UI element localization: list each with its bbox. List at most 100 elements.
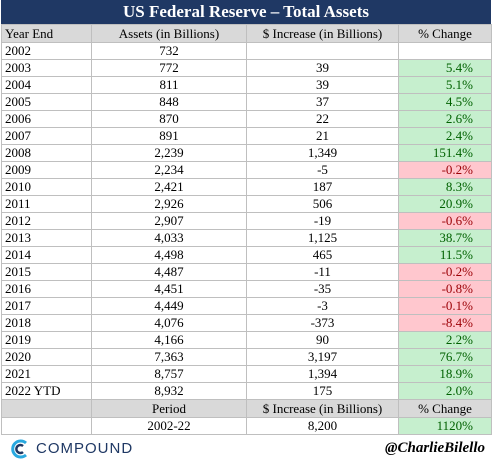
summary-cell: 2002-22 [91,417,247,435]
year-cell: 2014 [1,246,92,264]
table-row: 2019 4,166 90 2.2% [1,331,492,349]
increase-cell: 90 [246,331,399,349]
assets-cell: 732 [91,42,247,60]
increase-cell: -3 [246,297,399,315]
change-cell: 5.1% [398,76,492,94]
year-cell: 2020 [1,348,92,366]
header-cell: Year End [1,24,92,43]
table-row: 2013 4,033 1,125 38.7% [1,229,492,247]
change-cell: 5.4% [398,59,492,77]
increase-cell [246,42,399,60]
table-row: 2020 7,363 3,197 76.7% [1,348,492,366]
year-cell: 2003 [1,59,92,77]
change-cell: -0.1% [398,297,492,315]
year-cell: 2018 [1,314,92,332]
year-cell: 2005 [1,93,92,111]
change-cell: -0.6% [398,212,492,230]
year-cell: 2004 [1,76,92,94]
summary-header-cell: Period [91,399,247,418]
increase-cell: 187 [246,178,399,196]
logo-icon [11,439,27,458]
table-row: 2016 4,451 -35 -0.8% [1,280,492,298]
change-cell: 76.7% [398,348,492,366]
header-cell: Assets (in Billions) [91,24,247,43]
summary-cell: 1120% [398,417,492,435]
assets-cell: 2,907 [91,212,247,230]
assets-cell: 870 [91,110,247,128]
title: US Federal Reserve – Total Assets [1,0,491,24]
assets-cell: 811 [91,76,247,94]
table-row: 2015 4,487 -11 -0.2% [1,263,492,281]
assets-cell: 4,451 [91,280,247,298]
year-cell: 2006 [1,110,92,128]
increase-cell: 175 [246,382,399,400]
table-row: 2022 YTD 8,932 175 2.0% [1,382,492,400]
assets-cell: 4,487 [91,263,247,281]
table-row: 2011 2,926 506 20.9% [1,195,492,213]
increase-cell: 465 [246,246,399,264]
change-cell: -0.2% [398,263,492,281]
table-row: 2003 772 39 5.4% [1,59,492,77]
increase-cell: 3,197 [246,348,399,366]
year-cell: 2011 [1,195,92,213]
assets-cell: 891 [91,127,247,145]
change-cell: 2.4% [398,127,492,145]
change-cell: 11.5% [398,246,492,264]
assets-cell: 7,363 [91,348,247,366]
assets-cell: 4,076 [91,314,247,332]
year-cell: 2009 [1,161,92,179]
table-row: 2008 2,239 1,349 151.4% [1,144,492,162]
assets-cell: 4,449 [91,297,247,315]
assets-cell: 4,498 [91,246,247,264]
assets-cell: 2,421 [91,178,247,196]
increase-cell: 1,349 [246,144,399,162]
year-cell: 2019 [1,331,92,349]
header-cell: % Change [398,24,492,43]
change-cell: -8.4% [398,314,492,332]
assets-cell: 2,926 [91,195,247,213]
increase-cell: -373 [246,314,399,332]
brand-name: COMPOUND [36,440,134,457]
increase-cell: 39 [246,76,399,94]
increase-cell: -19 [246,212,399,230]
increase-cell: 22 [246,110,399,128]
handle: @CharlieBilello [385,440,485,456]
table-row: 2009 2,234 -5 -0.2% [1,161,492,179]
change-cell: 2.0% [398,382,492,400]
assets-cell: 2,234 [91,161,247,179]
summary-header-cell: $ Increase (in Billions) [246,399,399,418]
assets-cell: 848 [91,93,247,111]
blank-cell [1,399,92,418]
change-cell: 20.9% [398,195,492,213]
assets-cell: 772 [91,59,247,77]
year-cell: 2012 [1,212,92,230]
table-row: Year End Assets (in Billions) $ Increase (… [1,24,492,43]
year-cell: 2008 [1,144,92,162]
change-cell: 2.2% [398,331,492,349]
year-cell: 2007 [1,127,92,145]
brand-logo: COMPOUND [1,438,133,460]
change-cell: 151.4% [398,144,492,162]
increase-cell: 37 [246,93,399,111]
summary-header-cell: % Change [398,399,492,418]
increase-cell: -35 [246,280,399,298]
change-cell: -0.8% [398,280,492,298]
footer: COMPOUND @CharlieBilello [1,434,491,463]
assets-cell: 2,239 [91,144,247,162]
increase-cell: 1,394 [246,365,399,383]
table-row: 2002-22 8,200 1120% [1,417,492,435]
table-row: 2005 848 37 4.5% [1,93,492,111]
assets-cell: 4,033 [91,229,247,247]
assets-table: Year End Assets (in Billions) $ Increase (… [1,24,492,435]
table-row: 2007 891 21 2.4% [1,127,492,145]
table-row: 2014 4,498 465 11.5% [1,246,492,264]
table-row: 2004 811 39 5.1% [1,76,492,94]
table-row: 2021 8,757 1,394 18.9% [1,365,492,383]
increase-cell: 506 [246,195,399,213]
change-cell: 4.5% [398,93,492,111]
increase-cell: 21 [246,127,399,145]
assets-cell: 8,757 [91,365,247,383]
change-cell: 38.7% [398,229,492,247]
table-row: 2010 2,421 187 8.3% [1,178,492,196]
year-cell: 2015 [1,263,92,281]
